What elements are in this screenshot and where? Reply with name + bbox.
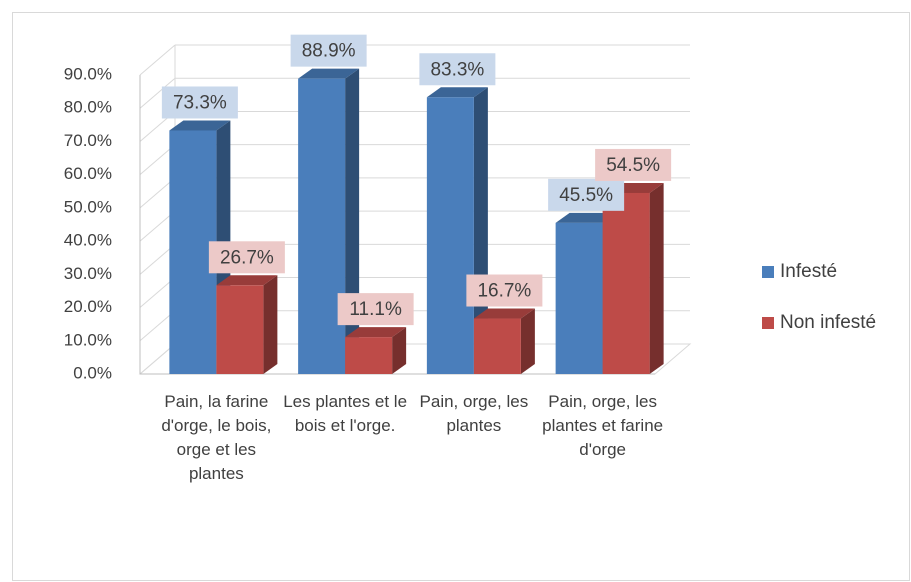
data-label: 45.5% — [559, 185, 613, 206]
bar-side — [345, 68, 360, 374]
bar-front — [602, 192, 650, 374]
bar-side — [392, 327, 407, 374]
data-label-box — [208, 241, 285, 274]
data-label-box — [466, 274, 543, 307]
y-tick-label: 50.0% — [64, 197, 112, 216]
bar-front — [216, 285, 264, 374]
y-tick-label: 70.0% — [64, 131, 112, 150]
bar-front — [345, 337, 393, 374]
bar-front — [169, 130, 217, 374]
data-label: 83.3% — [430, 59, 484, 80]
data-label-box — [419, 53, 496, 86]
bar-top — [298, 68, 360, 79]
bar-top — [473, 308, 535, 319]
bar — [216, 275, 278, 374]
grid-diagonal — [139, 77, 176, 109]
data-label-box — [337, 293, 414, 326]
grid-diagonal — [139, 177, 176, 209]
bar — [473, 308, 535, 374]
data-label-box — [290, 34, 367, 67]
data-label: 11.1% — [349, 299, 402, 320]
x-tick-label-box: Les plantes et le bois et l'orge. — [283, 392, 408, 435]
data-label: 54.5% — [606, 155, 660, 176]
y-tick-label: 90.0% — [64, 64, 112, 83]
grid-diagonal — [139, 277, 176, 308]
x-tick-label: Les plantes et le bois et l'orge. — [283, 392, 408, 435]
data-label: 73.3% — [173, 92, 227, 113]
grid-diagonal — [139, 44, 176, 76]
legend-label: Infesté — [780, 261, 837, 282]
data-label-box — [595, 148, 672, 181]
bar-top — [216, 275, 278, 286]
bar-side — [263, 275, 278, 374]
bar-top — [345, 327, 407, 338]
legend-swatch — [762, 317, 774, 329]
bar-front — [473, 318, 521, 374]
x-tick-label: Pain, orge, les plantes — [419, 392, 529, 435]
data-label-box — [161, 86, 238, 119]
y-tick-label: 80.0% — [64, 98, 112, 117]
y-tick-label: 20.0% — [64, 297, 112, 316]
grid-diagonal — [139, 144, 176, 176]
bar-front — [426, 97, 474, 375]
bar-front — [555, 222, 603, 374]
bar-top — [555, 212, 617, 223]
data-label: 16.7% — [477, 281, 531, 302]
x-tick-label-box: Pain, la farine d'orge, le bois, orge et… — [161, 392, 272, 483]
grid-diagonal — [139, 243, 176, 275]
y-tick-label: 0.0% — [73, 363, 112, 382]
data-label: 88.9% — [302, 41, 356, 62]
bar-top — [426, 87, 488, 98]
y-tick-label: 40.0% — [64, 231, 112, 250]
bar-side — [649, 182, 664, 374]
data-label: 26.7% — [220, 247, 274, 268]
x-tick-label-box: Pain, orge, les plantes et farine d'orge — [542, 392, 664, 459]
y-tick-label: 30.0% — [64, 264, 112, 283]
y-tick-label: 10.0% — [64, 330, 112, 349]
bar-top — [169, 120, 231, 131]
bar-front — [298, 78, 346, 374]
legend-swatch — [762, 266, 774, 278]
bar — [602, 182, 664, 374]
grid-diagonal — [139, 343, 176, 375]
data-label-box — [548, 178, 625, 211]
x-tick-label-box: Pain, orge, les plantes — [419, 392, 529, 435]
bar — [345, 327, 407, 374]
bar-side — [520, 308, 535, 374]
y-tick-label: 60.0% — [64, 164, 112, 183]
x-tick-label: Pain, la farine d'orge, le bois, orge et… — [161, 392, 272, 483]
grid-diagonal — [139, 210, 176, 242]
x-tick-label: Pain, orge, les plantes et farine d'orge — [542, 392, 664, 459]
bar — [298, 68, 360, 374]
grid-diagonal — [139, 310, 176, 342]
legend-label: Non infesté — [780, 312, 876, 333]
